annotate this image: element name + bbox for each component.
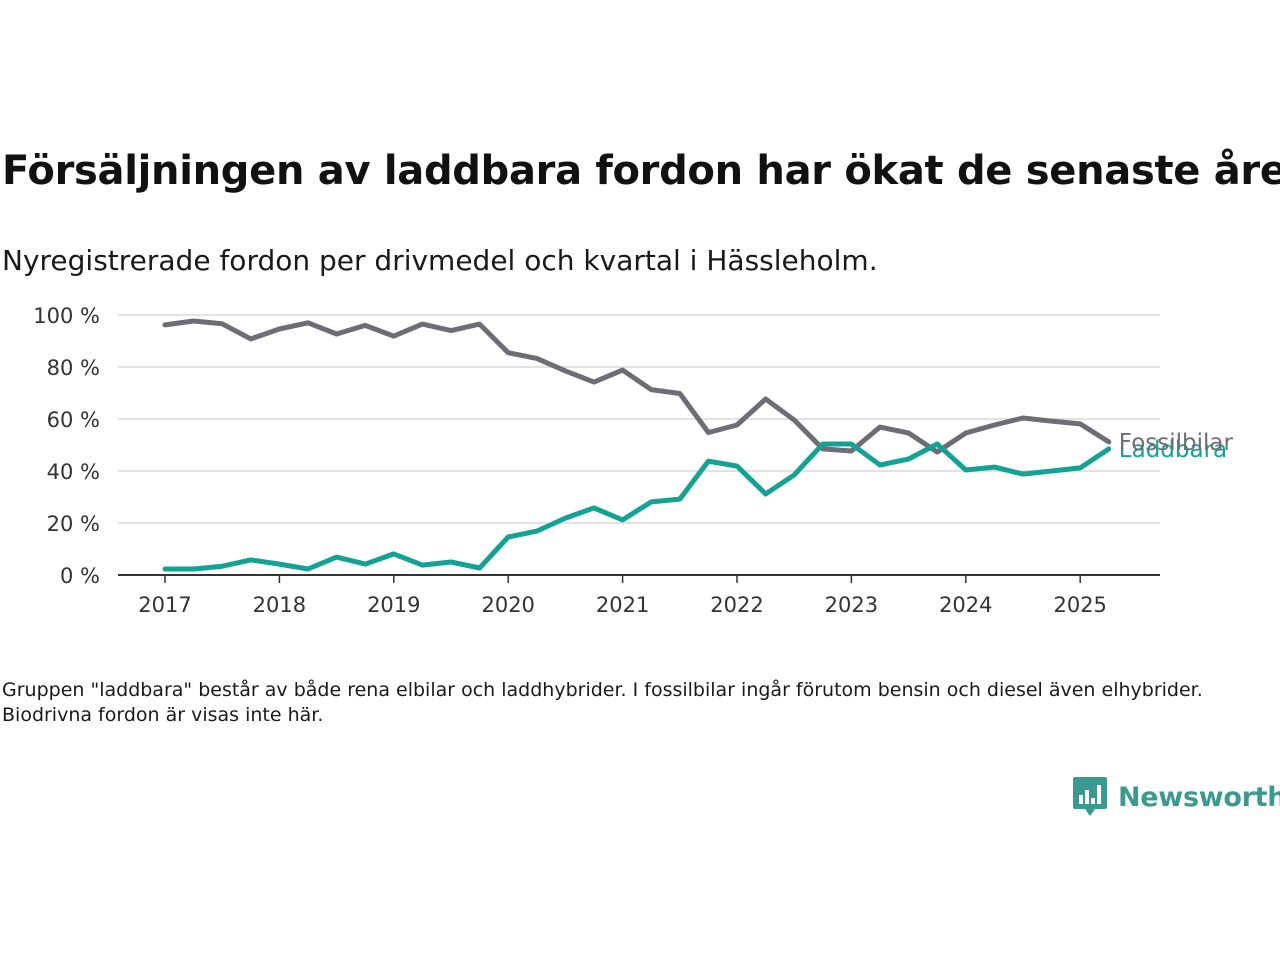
y-axis-ticks: 0 % 20 % 40 % 60 % 80 % 100 %: [33, 304, 100, 588]
chart-title: Försäljningen av laddbara fordon har öka…: [2, 148, 1280, 194]
y-tick-label: 100 %: [33, 304, 100, 328]
x-tick-label: 2025: [1053, 593, 1106, 617]
footnote: Gruppen "laddbara" består av både rena e…: [2, 679, 1203, 726]
newsworthy-logo-icon: [1073, 777, 1107, 816]
x-tick-label: 2020: [481, 593, 534, 617]
y-tick-label: 60 %: [47, 408, 100, 432]
chart-subtitle: Nyregistrerade fordon per drivmedel och …: [2, 244, 878, 277]
y-tick-label: 40 %: [47, 460, 100, 484]
y-tick-label: 0 %: [60, 564, 100, 588]
series-line-laddbara: [162, 441, 1112, 572]
grid-lines: [118, 314, 1160, 524]
x-tick-label: 2018: [253, 593, 306, 617]
series-line-fossilbilar: [162, 318, 1112, 455]
x-tick-label: 2024: [939, 593, 992, 617]
line-chart: 0 % 20 % 40 % 60 % 80 % 100 % 2017 2018 2019 202…: [33, 304, 1234, 617]
y-tick-label: 80 %: [47, 356, 100, 380]
brand-name: Newsworthy: [1118, 781, 1280, 813]
series-label-fossilbilar: Fossilbilar: [1119, 430, 1234, 456]
brand-logo: Newsworthy: [1072, 776, 1280, 818]
x-tick-label: 2017: [138, 593, 191, 617]
x-tick-label: 2021: [596, 593, 649, 617]
series-label-laddbara: Laddbara: [1119, 437, 1227, 463]
x-tick-label: 2023: [825, 593, 878, 617]
y-tick-label: 20 %: [47, 512, 100, 536]
x-tick-label: 2019: [367, 593, 420, 617]
x-tick-label: 2022: [710, 593, 763, 617]
series-lines: [162, 318, 1112, 572]
x-axis: 2017 2018 2019 2020 2021 2022 2023 2024 2025: [118, 574, 1160, 617]
